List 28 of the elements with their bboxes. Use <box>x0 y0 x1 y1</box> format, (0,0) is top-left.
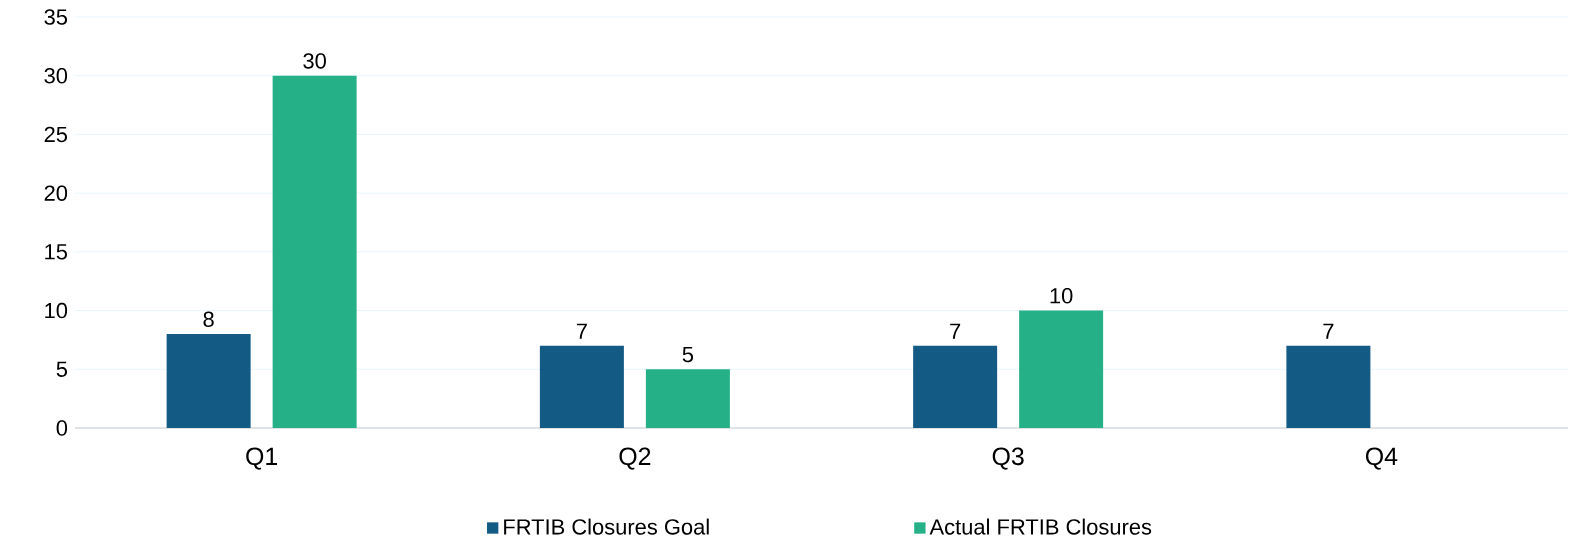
bar <box>645 369 730 428</box>
y-tick-label: 25 <box>44 126 68 143</box>
y-tick-label: 0 <box>56 420 68 436</box>
bar <box>913 345 998 428</box>
data-label: 5 <box>682 346 694 363</box>
data-label: 10 <box>1050 288 1073 304</box>
bar <box>539 345 624 428</box>
y-tick-label: 20 <box>44 185 68 201</box>
x-tick-label: Q1 <box>246 447 278 470</box>
y-tick-label: 35 <box>44 9 68 25</box>
bar <box>166 334 251 428</box>
x-tick-label: Q4 <box>1365 447 1398 470</box>
x-tick-label: Q3 <box>992 447 1024 470</box>
bar <box>1286 345 1371 428</box>
y-tick-label: 30 <box>44 67 68 84</box>
bar <box>272 75 357 428</box>
y-tick-label: 10 <box>45 302 68 319</box>
data-label: 7 <box>1323 323 1334 339</box>
y-tick-label: 5 <box>56 361 68 377</box>
data-label: 30 <box>303 53 326 69</box>
data-label: 7 <box>950 323 961 339</box>
data-label: 8 <box>203 311 214 328</box>
x-tick-label: Q2 <box>619 447 651 470</box>
legend-label: Actual FRTIB Closures <box>929 518 1152 535</box>
y-tick-label: 15 <box>45 244 68 260</box>
legend-label: FRTIB Closures Goal <box>504 518 709 535</box>
data-label: 7 <box>576 323 587 339</box>
bar <box>1019 310 1104 428</box>
